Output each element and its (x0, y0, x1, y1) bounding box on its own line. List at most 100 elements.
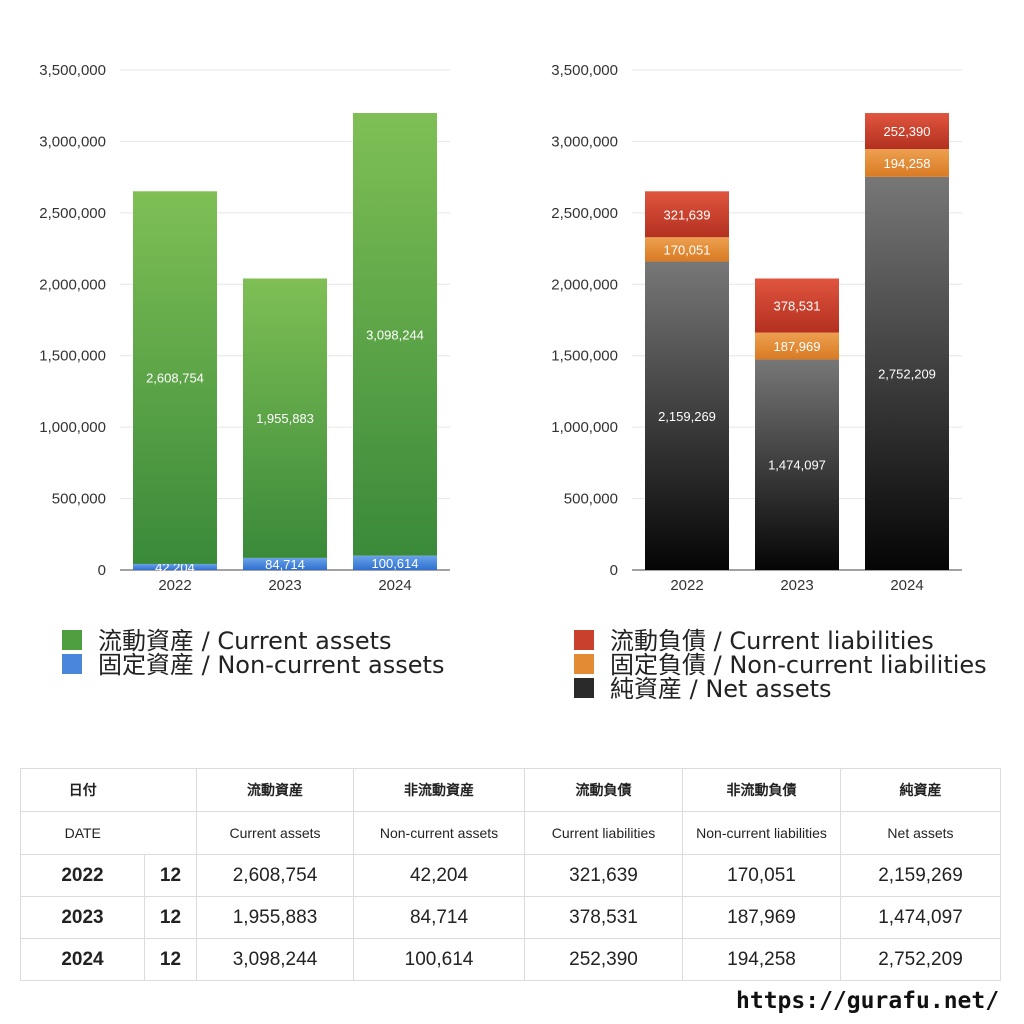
y-tick-label: 500,000 (564, 491, 618, 508)
liabilities-netassets-chart: 0 500,000 1,000,000 1,500,000 2,000,000 2,500… (551, 62, 986, 703)
legend-swatch (62, 630, 82, 650)
header-noncurrent-assets-en: Non-current assets (353, 811, 525, 855)
site-url-link[interactable]: https://gurafu.net/ (736, 988, 1000, 1014)
bar-segment (645, 261, 729, 570)
y-tick-label: 1,000,000 (39, 419, 106, 436)
cell-current-liabilities: 378,531 (524, 896, 683, 939)
bar-value-label: 187,969 (774, 339, 821, 354)
cell-current-liabilities: 321,639 (524, 854, 683, 897)
bar-value-label: 84,714 (265, 557, 305, 572)
legend-label: 固定資産 / Non-current assets (98, 651, 444, 679)
bar-value-label: 194,258 (884, 156, 931, 171)
row-year: 2024 (20, 938, 145, 981)
header-noncurrent-assets-ja: 非流動資産 (353, 768, 525, 812)
cell-net-assets: 2,752,209 (840, 938, 1001, 981)
row-month: 12 (144, 938, 197, 981)
assets-chart: 0 500,000 1,000,000 1,500,000 2,000,000 2,500… (39, 62, 450, 679)
bar-value-label: 2,608,754 (146, 371, 204, 386)
bar-segment (243, 557, 327, 570)
bar-segment (755, 359, 839, 570)
bar-value-label: 2,752,209 (878, 366, 936, 381)
y-tick-label: 3,000,000 (551, 133, 618, 150)
y-tick-label: 2,000,000 (551, 276, 618, 293)
bar-segment (755, 278, 839, 333)
bar-value-label: 378,531 (774, 299, 821, 314)
header-noncurrent-liabilities-ja: 非流動負債 (682, 768, 841, 812)
x-tick-label: 2024 (378, 577, 411, 594)
cell-noncurrent-liabilities: 187,969 (682, 896, 841, 939)
y-tick-label: 3,500,000 (551, 62, 618, 79)
table-row: 2022 12 2,608,754 42,204 321,639 170,051… (20, 854, 1001, 897)
legend-label: 流動資産 / Current assets (98, 627, 392, 655)
x-tick-label: 2022 (158, 577, 191, 594)
bar-segment (645, 237, 729, 262)
y-tick-label: 0 (98, 562, 106, 579)
table-row: 2024 12 3,098,244 100,614 252,390 194,25… (20, 938, 1001, 981)
header-date-ja: 日付 (20, 768, 145, 812)
bar-value-label: 1,474,097 (768, 458, 826, 473)
cell-current-assets: 2,608,754 (196, 854, 354, 897)
table-header-row-en: DATE Current assets Non-current assets C… (20, 811, 1001, 855)
row-month: 12 (144, 896, 197, 939)
bar-value-label: 170,051 (664, 242, 711, 257)
bar-value-label: 1,955,883 (256, 411, 314, 426)
row-year: 2023 (20, 896, 145, 939)
y-tick-label: 3,500,000 (39, 62, 106, 79)
header-net-assets-ja: 純資産 (840, 768, 1001, 812)
header-current-assets-ja: 流動資産 (196, 768, 354, 812)
x-tick-label: 2023 (268, 577, 301, 594)
y-tick-label: 2,000,000 (39, 276, 106, 293)
header-spacer (144, 811, 197, 855)
financial-data-table: 日付 流動資産 非流動資産 流動負債 非流動負債 純資産 DATE Curren… (20, 768, 1001, 981)
header-spacer (144, 768, 197, 812)
y-tick-label: 1,500,000 (39, 348, 106, 365)
cell-net-assets: 2,159,269 (840, 854, 1001, 897)
header-net-assets-en: Net assets (840, 811, 1001, 855)
bar-segment (865, 149, 949, 177)
y-tick-label: 1,500,000 (551, 348, 618, 365)
cell-noncurrent-assets: 84,714 (353, 896, 525, 939)
y-tick-label: 500,000 (52, 491, 106, 508)
y-tick-label: 0 (610, 562, 618, 579)
y-tick-label: 2,500,000 (39, 205, 106, 222)
bar-value-label: 321,639 (664, 207, 711, 222)
header-noncurrent-liabilities-en: Non-current liabilities (682, 811, 841, 855)
bar-segment (865, 113, 949, 150)
x-tick-label: 2024 (890, 577, 923, 594)
bar-value-label: 3,098,244 (366, 327, 424, 342)
legend-swatch (62, 654, 82, 674)
bar-segment (865, 176, 949, 571)
row-year: 2022 (20, 854, 145, 897)
legend-label: 流動負債 / Current liabilities (610, 627, 934, 655)
y-tick-label: 2,500,000 (551, 205, 618, 222)
x-tick-label: 2022 (670, 577, 703, 594)
cell-current-liabilities: 252,390 (524, 938, 683, 981)
row-month: 12 (144, 854, 197, 897)
bar-segment (353, 113, 437, 556)
cell-net-assets: 1,474,097 (840, 896, 1001, 939)
cell-noncurrent-assets: 100,614 (353, 938, 525, 981)
header-current-assets-en: Current assets (196, 811, 354, 855)
header-current-liabilities-en: Current liabilities (524, 811, 683, 855)
bar-segment (353, 555, 437, 570)
bar-value-label: 2,159,269 (658, 409, 716, 424)
x-tick-label: 2023 (780, 577, 813, 594)
header-current-liabilities-ja: 流動負債 (524, 768, 683, 812)
bar-segment (645, 191, 729, 238)
bar-value-label: 252,390 (884, 124, 931, 139)
table-header-row-ja: 日付 流動資産 非流動資産 流動負債 非流動負債 純資産 (20, 768, 1001, 812)
bar-segment (133, 191, 217, 564)
legend-swatch (574, 630, 594, 650)
legend-swatch (574, 654, 594, 674)
cell-noncurrent-liabilities: 170,051 (682, 854, 841, 897)
legend-swatch (574, 678, 594, 698)
cell-noncurrent-assets: 42,204 (353, 854, 525, 897)
header-date-en: DATE (20, 811, 145, 855)
cell-current-assets: 1,955,883 (196, 896, 354, 939)
bar-value-label: 100,614 (372, 556, 419, 571)
cell-current-assets: 3,098,244 (196, 938, 354, 981)
legend-label: 純資産 / Net assets (610, 675, 832, 703)
bar-segment (755, 332, 839, 360)
bar-segment (243, 278, 327, 558)
cell-noncurrent-liabilities: 194,258 (682, 938, 841, 981)
